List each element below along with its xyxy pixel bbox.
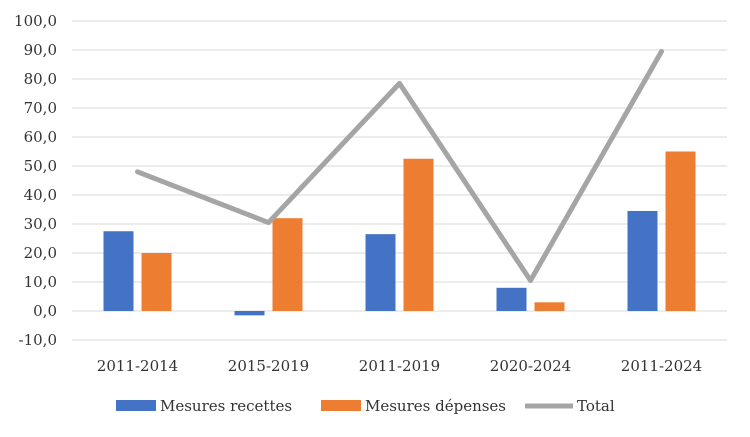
y-tick-label: 10,0 <box>24 273 57 291</box>
y-tick-label: 90,0 <box>24 41 57 59</box>
bar-mesures-recettes <box>103 231 134 311</box>
y-tick-label: 70,0 <box>24 99 57 117</box>
y-tick-label: 100,0 <box>14 12 57 30</box>
bar-mesures-depenses <box>534 302 565 311</box>
y-tick-label: 0,0 <box>33 302 57 320</box>
y-tick-label: -10,0 <box>19 331 57 349</box>
y-tick-label: 60,0 <box>24 128 57 146</box>
bars <box>103 151 696 316</box>
y-tick-label: 80,0 <box>24 70 57 88</box>
x-tick-label: 2015-2019 <box>228 357 309 375</box>
legend-label: Total <box>577 397 615 415</box>
x-tick-label: 2020-2024 <box>490 357 571 375</box>
legend-label: Mesures dépenses <box>365 397 506 415</box>
bar-mesures-recettes <box>627 210 658 311</box>
y-tick-label: 50,0 <box>24 157 57 175</box>
bar-mesures-depenses <box>665 151 696 311</box>
y-tick-label: 20,0 <box>24 244 57 262</box>
bar-mesures-depenses <box>141 253 172 311</box>
x-tick-label: 2011-2014 <box>97 357 178 375</box>
gridlines <box>72 20 727 341</box>
y-tick-label: 30,0 <box>24 215 57 233</box>
x-tick-label: 2011-2024 <box>621 357 702 375</box>
legend-swatch <box>321 400 361 411</box>
legend-label: Mesures recettes <box>160 397 292 415</box>
bar-mesures-depenses <box>272 218 303 311</box>
bar-mesures-recettes <box>496 287 527 311</box>
y-tick-label: 40,0 <box>24 186 57 204</box>
legend: Mesures recettes Mesures dépenses Total <box>116 397 615 415</box>
y-axis-ticks: 100,0 90,0 80,0 70,0 60,0 50,0 40,0 30,0 20,0 10,… <box>14 12 57 349</box>
bar-mesures-recettes <box>234 311 265 316</box>
bar-mesures-recettes <box>365 234 396 311</box>
legend-swatch <box>116 400 156 411</box>
bar-mesures-depenses <box>403 158 434 311</box>
x-tick-label: 2011-2019 <box>359 357 440 375</box>
total-line <box>135 48 664 284</box>
x-axis-ticks: 2011-2014 2015-2019 2011-2019 2020-2024 2011… <box>97 357 702 375</box>
